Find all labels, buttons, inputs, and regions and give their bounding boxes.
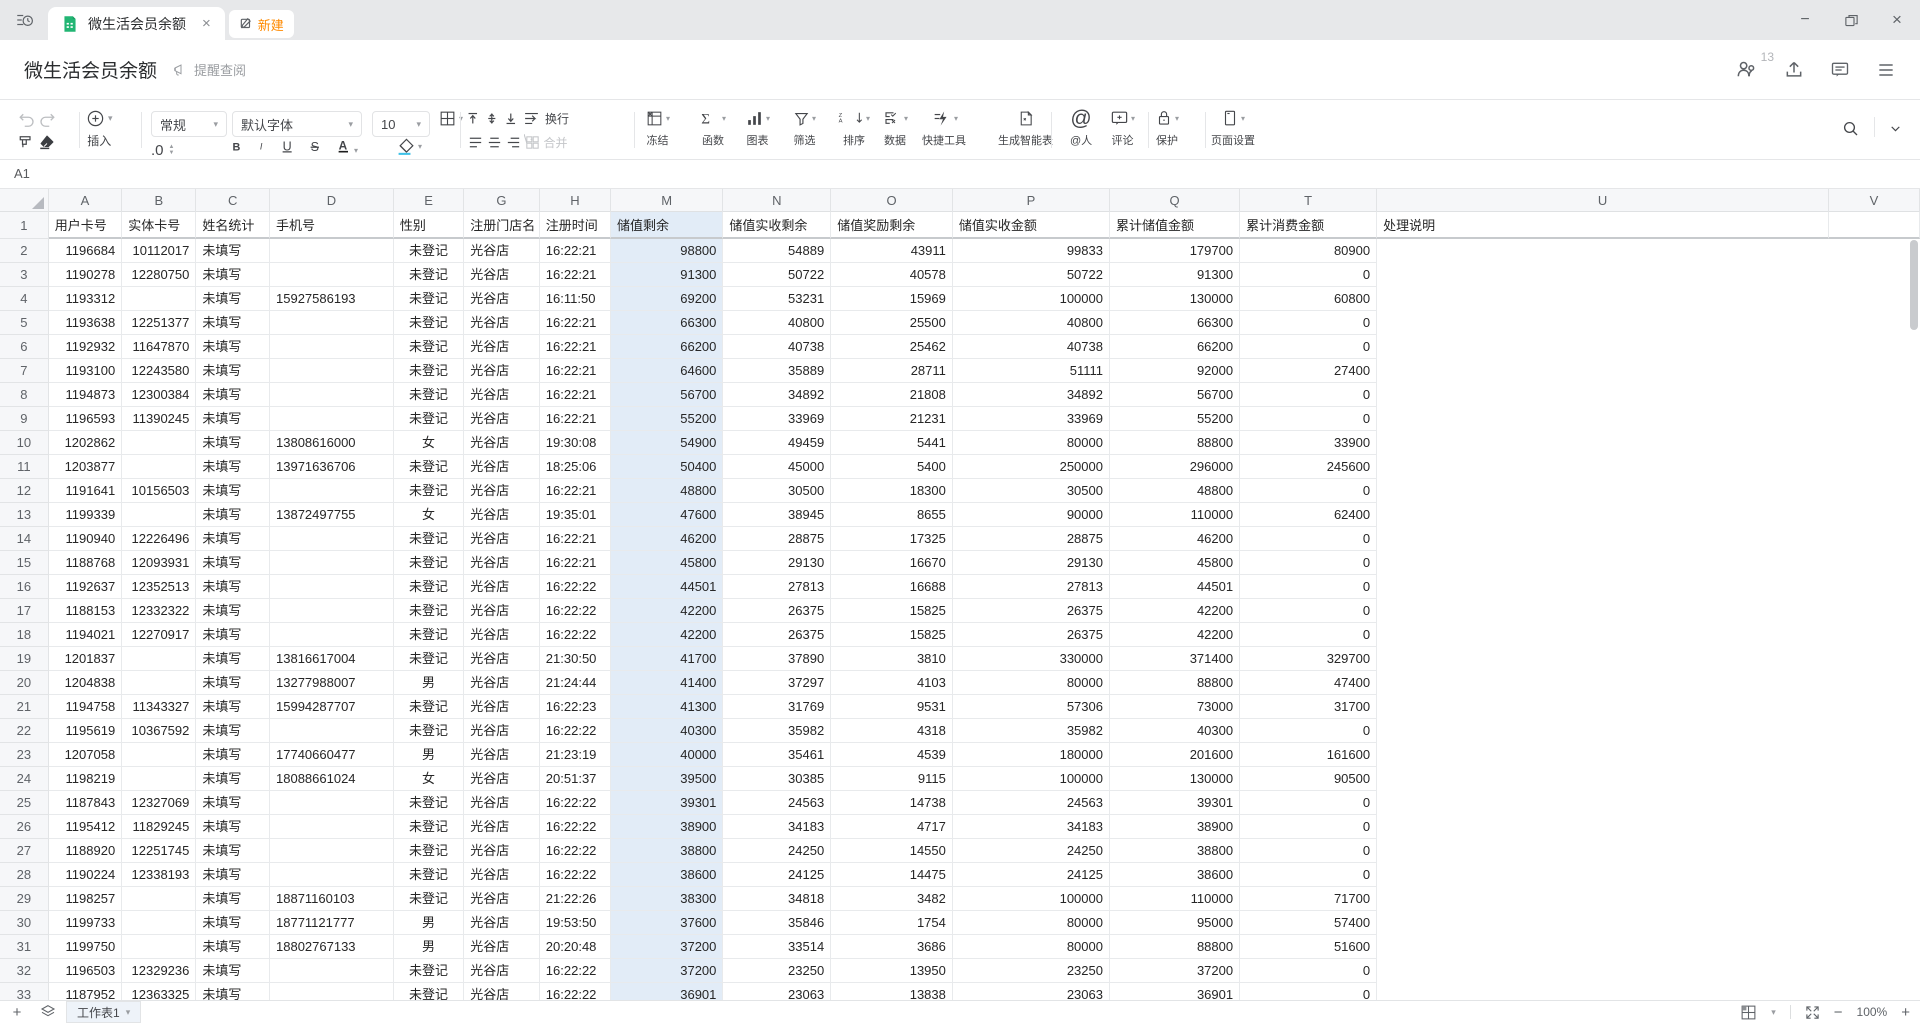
svg-text:I: I xyxy=(260,141,263,151)
svg-text:A: A xyxy=(339,138,348,152)
svg-text:S: S xyxy=(311,139,319,153)
svg-text:U: U xyxy=(283,139,292,153)
svg-text:A: A xyxy=(839,119,843,125)
svg-text:Σ: Σ xyxy=(701,111,710,127)
svg-text:B: B xyxy=(233,141,241,153)
svg-text:Z: Z xyxy=(839,113,843,119)
